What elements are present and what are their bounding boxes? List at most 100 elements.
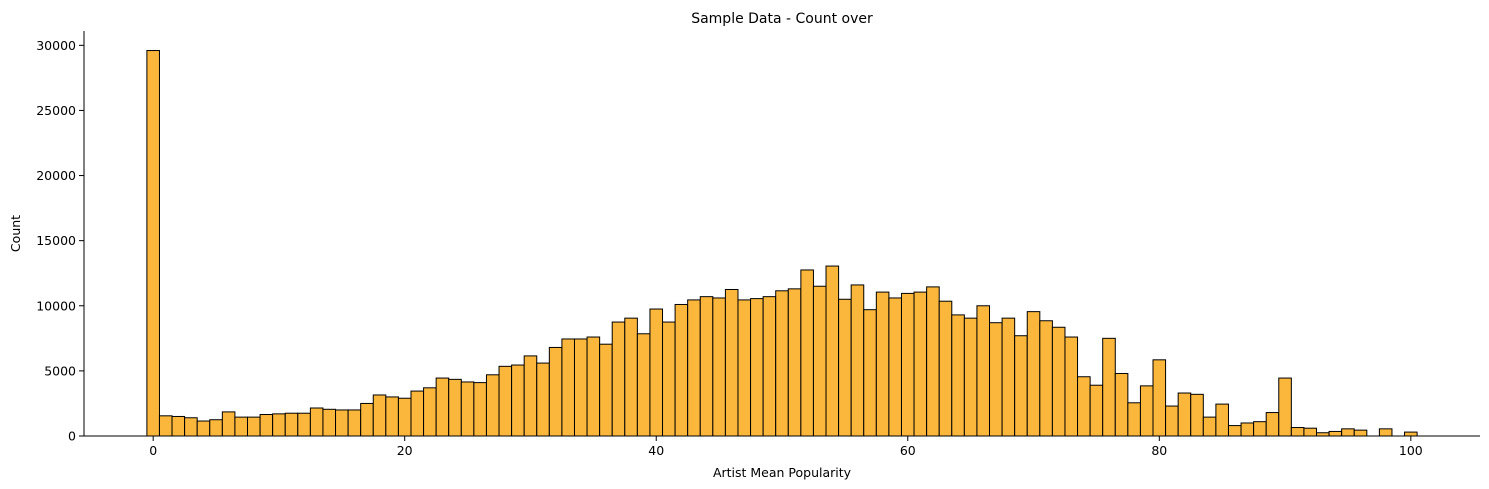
histogram-bar [1039,320,1053,437]
histogram-bar [309,407,324,437]
y-tick-label: 0 [68,429,76,444]
histogram-bar [1190,393,1204,437]
x-axis: 0 20 40 60 80 100 [84,435,1480,458]
histogram-bar [196,420,211,437]
histogram-bar [498,365,513,437]
histogram-bar [171,415,186,437]
y-tick-label: 20000 [36,168,76,183]
histogram-bar [1077,376,1091,437]
x-tick-label: 0 [149,443,157,458]
histogram-bar [573,338,588,437]
histogram-bar [473,382,487,437]
histogram-bar [561,338,575,437]
histogram-bar [1303,427,1318,437]
histogram-bar [1265,412,1280,437]
histogram-bar [838,298,852,437]
histogram-bar [662,321,676,437]
histogram-bar [926,286,940,437]
histogram-bar [1165,405,1179,437]
histogram-bar [762,296,777,437]
histogram-bar [448,378,462,437]
histogram-bar [1064,336,1079,437]
histogram-bar [976,305,991,437]
histogram-bar [875,291,890,437]
histogram-bar [938,300,953,437]
histogram-bar [1215,403,1229,437]
bars-group [146,50,1418,437]
histogram-bar [611,321,626,437]
histogram-bar [1026,311,1041,437]
x-tick-label: 80 [1151,443,1167,458]
histogram-bar [1139,385,1154,437]
histogram-bar [1341,428,1355,437]
histogram-bar [586,336,601,437]
histogram-bar [259,414,274,437]
histogram-bar [385,396,399,437]
histogram-bar [1202,416,1217,437]
histogram-bar [372,394,387,437]
histogram-bar [812,285,827,437]
histogram-bar [913,291,928,437]
histogram-bar [1253,421,1267,437]
histogram-bar [787,288,802,437]
histogram-bar [1290,427,1305,437]
histogram-bar [284,412,299,437]
x-axis-label: Artist Mean Popularity [713,465,852,480]
y-tick-label: 10000 [36,298,76,313]
x-tick-label: 40 [648,443,664,458]
histogram-bar [435,377,450,437]
histogram-bar [184,417,198,437]
histogram-bar [699,296,714,437]
histogram-bar [347,409,362,437]
histogram-bar [1102,337,1116,437]
histogram-bar [1127,402,1141,437]
histogram-bar [246,416,261,437]
histogram-bar [649,308,664,437]
x-tick-label: 100 [1399,443,1423,458]
histogram-bar [687,299,701,437]
histogram-bar [1114,372,1129,437]
histogram-bar [800,269,814,437]
y-tick-label: 30000 [36,38,76,53]
histogram-bar [737,299,752,437]
histogram-bar [1227,425,1242,437]
histogram-bar [1014,335,1028,437]
histogram-bar [963,317,978,437]
histogram-bar [1240,422,1255,437]
y-axis-label: Count [8,215,23,252]
histogram-bar [1089,384,1104,437]
histogram-bar [1278,377,1292,437]
histogram-bar [360,402,374,437]
y-tick-label: 5000 [44,363,76,378]
histogram-bar [724,288,739,437]
histogram-bar [548,346,563,437]
y-axis: 0 5000 10000 15000 20000 25000 30000 [36,31,85,444]
histogram-bar [624,317,638,437]
histogram-bar [410,390,425,437]
histogram-bar [536,362,550,437]
histogram-bar [1353,429,1368,437]
histogram-bar [234,416,248,437]
histogram-bar [485,374,500,437]
histogram-bar [221,411,236,437]
y-tick-label: 15000 [36,233,76,248]
histogram-bar [272,413,286,437]
histogram-bar [636,333,651,437]
histogram-bar [825,265,840,437]
histogram-bar [863,309,877,437]
histogram-bar [423,387,437,437]
histogram-bar [209,419,223,437]
histogram-bar [335,409,349,437]
histogram-bar [158,415,173,437]
histogram-bar [397,397,412,437]
histogram-bar [850,284,865,437]
histogram-bar [888,297,902,437]
x-tick-label: 60 [900,443,916,458]
histogram-bar [951,314,965,437]
histogram-bar [750,298,764,437]
y-tick-label: 25000 [36,103,76,118]
histogram-bar [599,343,613,437]
histogram-bar [1051,326,1066,437]
chart-title: Sample Data - Count over [691,11,873,27]
